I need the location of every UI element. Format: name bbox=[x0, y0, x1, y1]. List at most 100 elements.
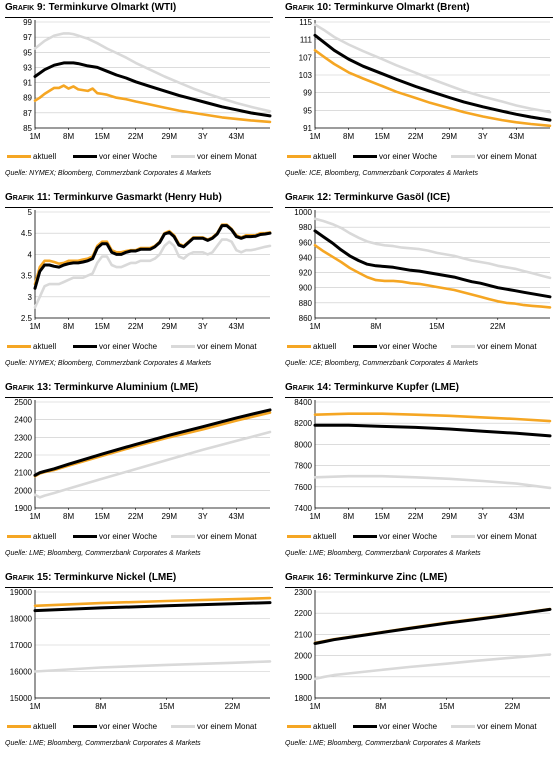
legend-label: aktuell bbox=[313, 722, 337, 731]
chart-title: Grafik 12: Terminkurve Gasöl (ICE) bbox=[285, 192, 450, 203]
chart-panel-9: Grafik 9: Terminkurve Olmarkt (WTI) 85 87 8… bbox=[5, 2, 273, 188]
y-tick-label: 1000 bbox=[294, 208, 312, 217]
y-tick-label: 97 bbox=[23, 33, 32, 42]
legend-label: aktuell bbox=[313, 152, 337, 161]
chart-number-label: Grafik 15: bbox=[5, 572, 52, 583]
legend-item-aktuell: aktuell bbox=[287, 152, 336, 161]
legend-item-vor-einer-woche: vor einer Woche bbox=[73, 532, 157, 541]
y-tick-label: 1900 bbox=[294, 673, 312, 682]
legend-label: vor einer Woche bbox=[99, 152, 158, 161]
legend-label: aktuell bbox=[313, 532, 337, 541]
x-tick-label: 1M bbox=[309, 512, 320, 521]
y-tick-label: 91 bbox=[23, 79, 32, 88]
legend-item-aktuell: aktuell bbox=[7, 722, 56, 731]
y-tick-label: 99 bbox=[23, 18, 32, 27]
title-rule bbox=[5, 587, 273, 588]
legend-label: vor einem Monat bbox=[197, 722, 257, 731]
chart-panel-10: Grafik 10: Terminkurve Olmarkt (Brent) 91… bbox=[285, 2, 553, 188]
x-tick-label: 43M bbox=[229, 512, 245, 521]
x-tick-label: 8M bbox=[343, 132, 354, 141]
x-tick-label: 15M bbox=[94, 132, 110, 141]
legend-label: vor einem Monat bbox=[197, 532, 257, 541]
legend-swatch bbox=[171, 535, 195, 538]
chart-source: Quelle: LME; Bloomberg, Commerzbank Corp… bbox=[5, 740, 201, 747]
title-rule bbox=[285, 17, 553, 18]
x-tick-label: 22M bbox=[225, 702, 241, 711]
x-tick-label: 8M bbox=[375, 702, 386, 711]
title-rule bbox=[5, 207, 273, 208]
legend: aktuell vor einer Woche vor einem Monat bbox=[5, 342, 273, 352]
legend: aktuell vor einer Woche vor einem Monat bbox=[285, 532, 553, 542]
legend-swatch bbox=[7, 345, 31, 348]
x-tick-label: 15M bbox=[159, 702, 175, 711]
legend-label: aktuell bbox=[33, 152, 57, 161]
y-tick-label: 107 bbox=[299, 53, 313, 62]
legend-label: vor einer Woche bbox=[379, 152, 438, 161]
y-tick-label: 99 bbox=[303, 89, 312, 98]
x-tick-label: 15M bbox=[374, 132, 390, 141]
legend-item-aktuell: aktuell bbox=[7, 532, 56, 541]
y-tick-label: 2100 bbox=[14, 469, 32, 478]
legend: aktuell vor einer Woche vor einem Monat bbox=[5, 532, 273, 542]
y-tick-label: 920 bbox=[299, 269, 313, 278]
chart-title-text: Terminkurve Aluminium (LME) bbox=[51, 382, 199, 393]
legend-label: vor einem Monat bbox=[477, 722, 537, 731]
legend-swatch bbox=[353, 155, 377, 158]
legend-swatch bbox=[287, 345, 311, 348]
x-tick-label: 8M bbox=[95, 702, 106, 711]
legend-swatch bbox=[7, 535, 31, 538]
series-line-vor-einer-woche bbox=[313, 229, 552, 299]
series-line-vor-einer-woche bbox=[313, 607, 552, 645]
y-tick-label: 15000 bbox=[10, 694, 33, 703]
y-tick-label: 1800 bbox=[294, 694, 312, 703]
x-tick-label: 15M bbox=[94, 512, 110, 521]
x-tick-label: 29M bbox=[162, 132, 178, 141]
x-tick-label: 43M bbox=[509, 512, 525, 521]
y-tick-label: 7600 bbox=[294, 483, 312, 492]
legend-label: aktuell bbox=[33, 722, 57, 731]
series-line-vor-einem-monat bbox=[313, 217, 552, 280]
chart-title: Grafik 11: Terminkurve Gasmarkt (Henry H… bbox=[5, 192, 222, 203]
legend-swatch bbox=[73, 725, 97, 728]
legend-label: vor einer Woche bbox=[379, 722, 438, 731]
legend-label: aktuell bbox=[313, 342, 337, 351]
series-line-vor-einer-woche bbox=[313, 423, 552, 438]
chart-title-text: Terminkurve Olmarkt (WTI) bbox=[45, 2, 177, 13]
legend-swatch bbox=[353, 345, 377, 348]
chart-source: Quelle: ICE; Bloomberg, Commerzbank Corp… bbox=[285, 360, 478, 367]
chart-panel-11: Grafik 11: Terminkurve Gasmarkt (Henry H… bbox=[5, 192, 273, 378]
legend-label: aktuell bbox=[33, 342, 57, 351]
legend-label: vor einem Monat bbox=[477, 152, 537, 161]
chart-number-label: Grafik 11: bbox=[5, 192, 51, 203]
chart-panel-14: Grafik 14: Terminkurve Kupfer (LME) 7400 7… bbox=[285, 382, 553, 568]
x-tick-label: 1M bbox=[29, 512, 40, 521]
series-line-vor-einer-woche bbox=[33, 61, 272, 118]
legend-swatch bbox=[171, 725, 195, 728]
x-tick-label: 43M bbox=[229, 132, 245, 141]
series-line-aktuell bbox=[313, 48, 552, 128]
x-tick-label: 29M bbox=[442, 132, 458, 141]
plot-area: 7400 7600 7800 8000 8200 8400 1M 8M 15M 22M 29M 3Y 4… bbox=[294, 398, 552, 521]
legend: aktuell vor einer Woche vor einem Monat bbox=[285, 342, 553, 352]
legend-label: vor einer Woche bbox=[99, 342, 158, 351]
chart-number-label: Grafik 12: bbox=[285, 192, 332, 203]
plot-area: 2.5 3 3.5 4 4.5 5 1M 8M 15M 22M 29M 3Y 43M bbox=[21, 208, 272, 331]
legend-item-aktuell: aktuell bbox=[7, 342, 56, 351]
y-tick-label: 7800 bbox=[294, 462, 312, 471]
legend-swatch bbox=[353, 725, 377, 728]
y-tick-label: 19000 bbox=[10, 588, 33, 597]
series-line-aktuell bbox=[33, 411, 272, 478]
chart-number-label: Grafik 9: bbox=[5, 2, 46, 13]
chart-title: Grafik 14: Terminkurve Kupfer (LME) bbox=[285, 382, 459, 393]
y-tick-label: 860 bbox=[299, 314, 313, 323]
x-tick-label: 8M bbox=[343, 512, 354, 521]
legend-item-vor-einem-monat: vor einem Monat bbox=[451, 152, 537, 161]
legend-item-vor-einer-woche: vor einer Woche bbox=[353, 532, 437, 541]
legend-item-vor-einer-woche: vor einer Woche bbox=[73, 152, 157, 161]
series-line-vor-einem-monat bbox=[33, 238, 272, 309]
y-tick-label: 880 bbox=[299, 299, 313, 308]
chart-title-text: Terminkurve Gasöl (ICE) bbox=[331, 192, 451, 203]
legend-swatch bbox=[451, 725, 475, 728]
legend-swatch bbox=[73, 345, 97, 348]
